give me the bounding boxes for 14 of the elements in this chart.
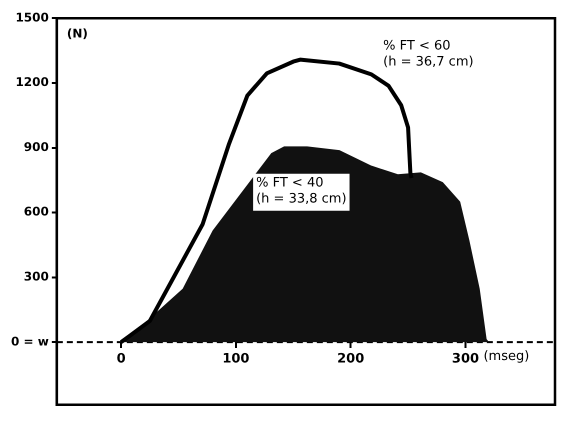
y-tick-label: 600: [24, 204, 49, 219]
x-tick-label: 300: [452, 351, 480, 366]
y-tick-label: 300: [24, 270, 49, 284]
x-tick-label: 100: [222, 351, 250, 366]
x-tick-label: 0: [116, 351, 126, 366]
series-label: % FT < 60 (h = 36,7 cm): [383, 38, 474, 70]
series-label: % FT < 40 (h = 33,8 cm): [256, 176, 347, 207]
y-tick-label: 0 = w: [10, 334, 49, 348]
x-tick-label: 200: [337, 351, 364, 366]
y-tick-label: 900: [24, 140, 49, 154]
y-tick-label: 1500: [15, 10, 49, 24]
y-tick-label: 1200: [15, 75, 49, 90]
x-axis-title: (mseg): [483, 349, 530, 364]
y-axis-title: (N): [66, 26, 88, 40]
